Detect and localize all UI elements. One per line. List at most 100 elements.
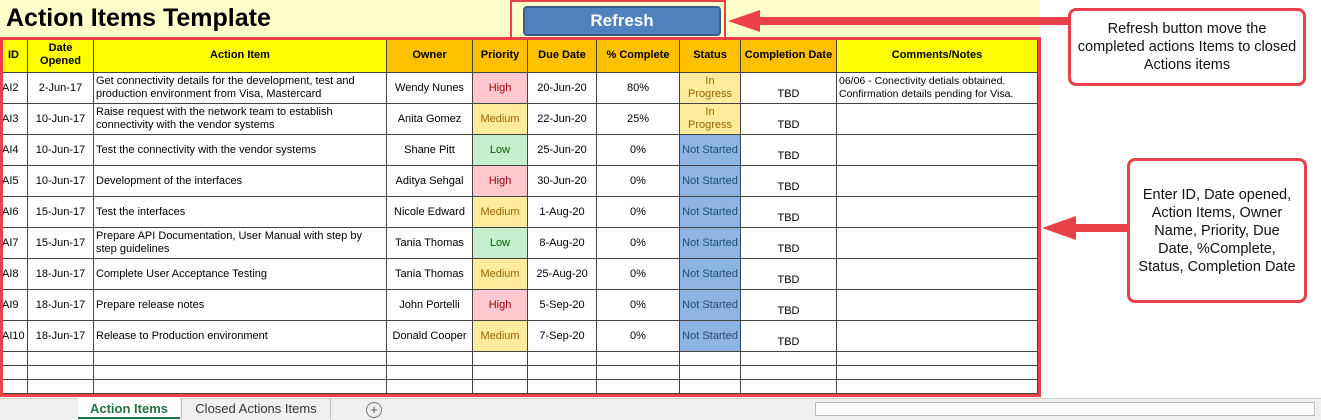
cell: Development of the interfaces	[94, 166, 387, 197]
refresh-button[interactable]: Refresh	[523, 6, 721, 36]
empty-cell	[94, 380, 387, 394]
empty-cell	[528, 380, 597, 394]
cell: 8-Aug-20	[528, 228, 597, 259]
cell: 06/06 - Conectivity detials obtained. Co…	[837, 73, 1038, 104]
cell: 0%	[597, 135, 680, 166]
cell: AI2	[0, 73, 28, 104]
cell: 18-Jun-17	[28, 290, 94, 321]
cell: 15-Jun-17	[28, 197, 94, 228]
cell: In Progress	[680, 104, 741, 135]
cell: Not Started	[680, 290, 741, 321]
cell: High	[473, 73, 528, 104]
cell: 0%	[597, 321, 680, 352]
arrow	[1042, 216, 1130, 240]
cell: Wendy Nunes	[387, 73, 473, 104]
empty-cell	[28, 366, 94, 380]
cell: 0%	[597, 166, 680, 197]
cell: 18-Jun-17	[28, 259, 94, 290]
cell: Tania Thomas	[387, 259, 473, 290]
empty-cell	[0, 380, 28, 394]
cell: In Progress	[680, 73, 741, 104]
cell: 2-Jun-17	[28, 73, 94, 104]
empty-cell	[597, 366, 680, 380]
cell: Not Started	[680, 197, 741, 228]
cell: 80%	[597, 73, 680, 104]
cell: 0%	[597, 290, 680, 321]
cell: Release to Production environment	[94, 321, 387, 352]
cell	[837, 321, 1038, 352]
cell: TBD	[741, 228, 837, 259]
empty-cell	[473, 352, 528, 366]
cell: Low	[473, 135, 528, 166]
cell: Prepare release notes	[94, 290, 387, 321]
empty-cell	[741, 380, 837, 394]
cell: Test the interfaces	[94, 197, 387, 228]
cell: Tania Thomas	[387, 228, 473, 259]
cell	[837, 166, 1038, 197]
title: Action Items Template	[6, 4, 271, 32]
empty-cell	[741, 352, 837, 366]
empty-cell	[473, 380, 528, 394]
cell: AI7	[0, 228, 28, 259]
empty-cell	[28, 380, 94, 394]
cell: AI4	[0, 135, 28, 166]
cell: 22-Jun-20	[528, 104, 597, 135]
empty-cell	[0, 352, 28, 366]
cell: TBD	[741, 259, 837, 290]
cell: Donald Cooper	[387, 321, 473, 352]
cell: TBD	[741, 290, 837, 321]
cell: 0%	[597, 228, 680, 259]
cell: 1-Aug-20	[528, 197, 597, 228]
empty-cell	[0, 366, 28, 380]
cell: TBD	[741, 73, 837, 104]
column-header: % Complete	[597, 38, 680, 73]
cell: 5-Sep-20	[528, 290, 597, 321]
tab[interactable]: Action Items	[78, 398, 180, 419]
tab[interactable]: Closed Actions Items	[181, 398, 331, 419]
cell: 18-Jun-17	[28, 321, 94, 352]
empty-cell	[680, 366, 741, 380]
cell: TBD	[741, 197, 837, 228]
empty-cell	[597, 380, 680, 394]
cell: 7-Sep-20	[528, 321, 597, 352]
cell: Raise request with the network team to e…	[94, 104, 387, 135]
cell	[837, 197, 1038, 228]
cell: Medium	[473, 321, 528, 352]
cell: AI9	[0, 290, 28, 321]
column-header: Date Opened	[28, 38, 94, 73]
cell: Complete User Acceptance Testing	[94, 259, 387, 290]
add-sheet[interactable]: +	[366, 402, 382, 418]
cell: AI3	[0, 104, 28, 135]
cell: Aditya Sehgal	[387, 166, 473, 197]
cell: 25-Aug-20	[528, 259, 597, 290]
cell: Medium	[473, 104, 528, 135]
cell: John Portelli	[387, 290, 473, 321]
cell	[837, 228, 1038, 259]
empty-cell	[387, 366, 473, 380]
cell: Shane Pitt	[387, 135, 473, 166]
cell: Not Started	[680, 135, 741, 166]
cell: 20-Jun-20	[528, 73, 597, 104]
scrollbar[interactable]	[815, 402, 1315, 416]
cell: High	[473, 290, 528, 321]
cell: Anita Gomez	[387, 104, 473, 135]
empty-cell	[597, 352, 680, 366]
cell: 10-Jun-17	[28, 135, 94, 166]
annotation: Refresh button move the completed action…	[1068, 8, 1306, 86]
cell	[837, 104, 1038, 135]
cell: Prepare API Documentation, User Manual w…	[94, 228, 387, 259]
column-header: Owner	[387, 38, 473, 73]
empty-cell	[837, 366, 1038, 380]
column-header: ID	[0, 38, 28, 73]
cell: Not Started	[680, 228, 741, 259]
cell: TBD	[741, 135, 837, 166]
cell: AI5	[0, 166, 28, 197]
cell: AI6	[0, 197, 28, 228]
cell: 0%	[597, 197, 680, 228]
cell: AI8	[0, 259, 28, 290]
empty-cell	[528, 366, 597, 380]
empty-cell	[94, 352, 387, 366]
cell: 10-Jun-17	[28, 166, 94, 197]
empty-cell	[94, 366, 387, 380]
empty-cell	[387, 380, 473, 394]
